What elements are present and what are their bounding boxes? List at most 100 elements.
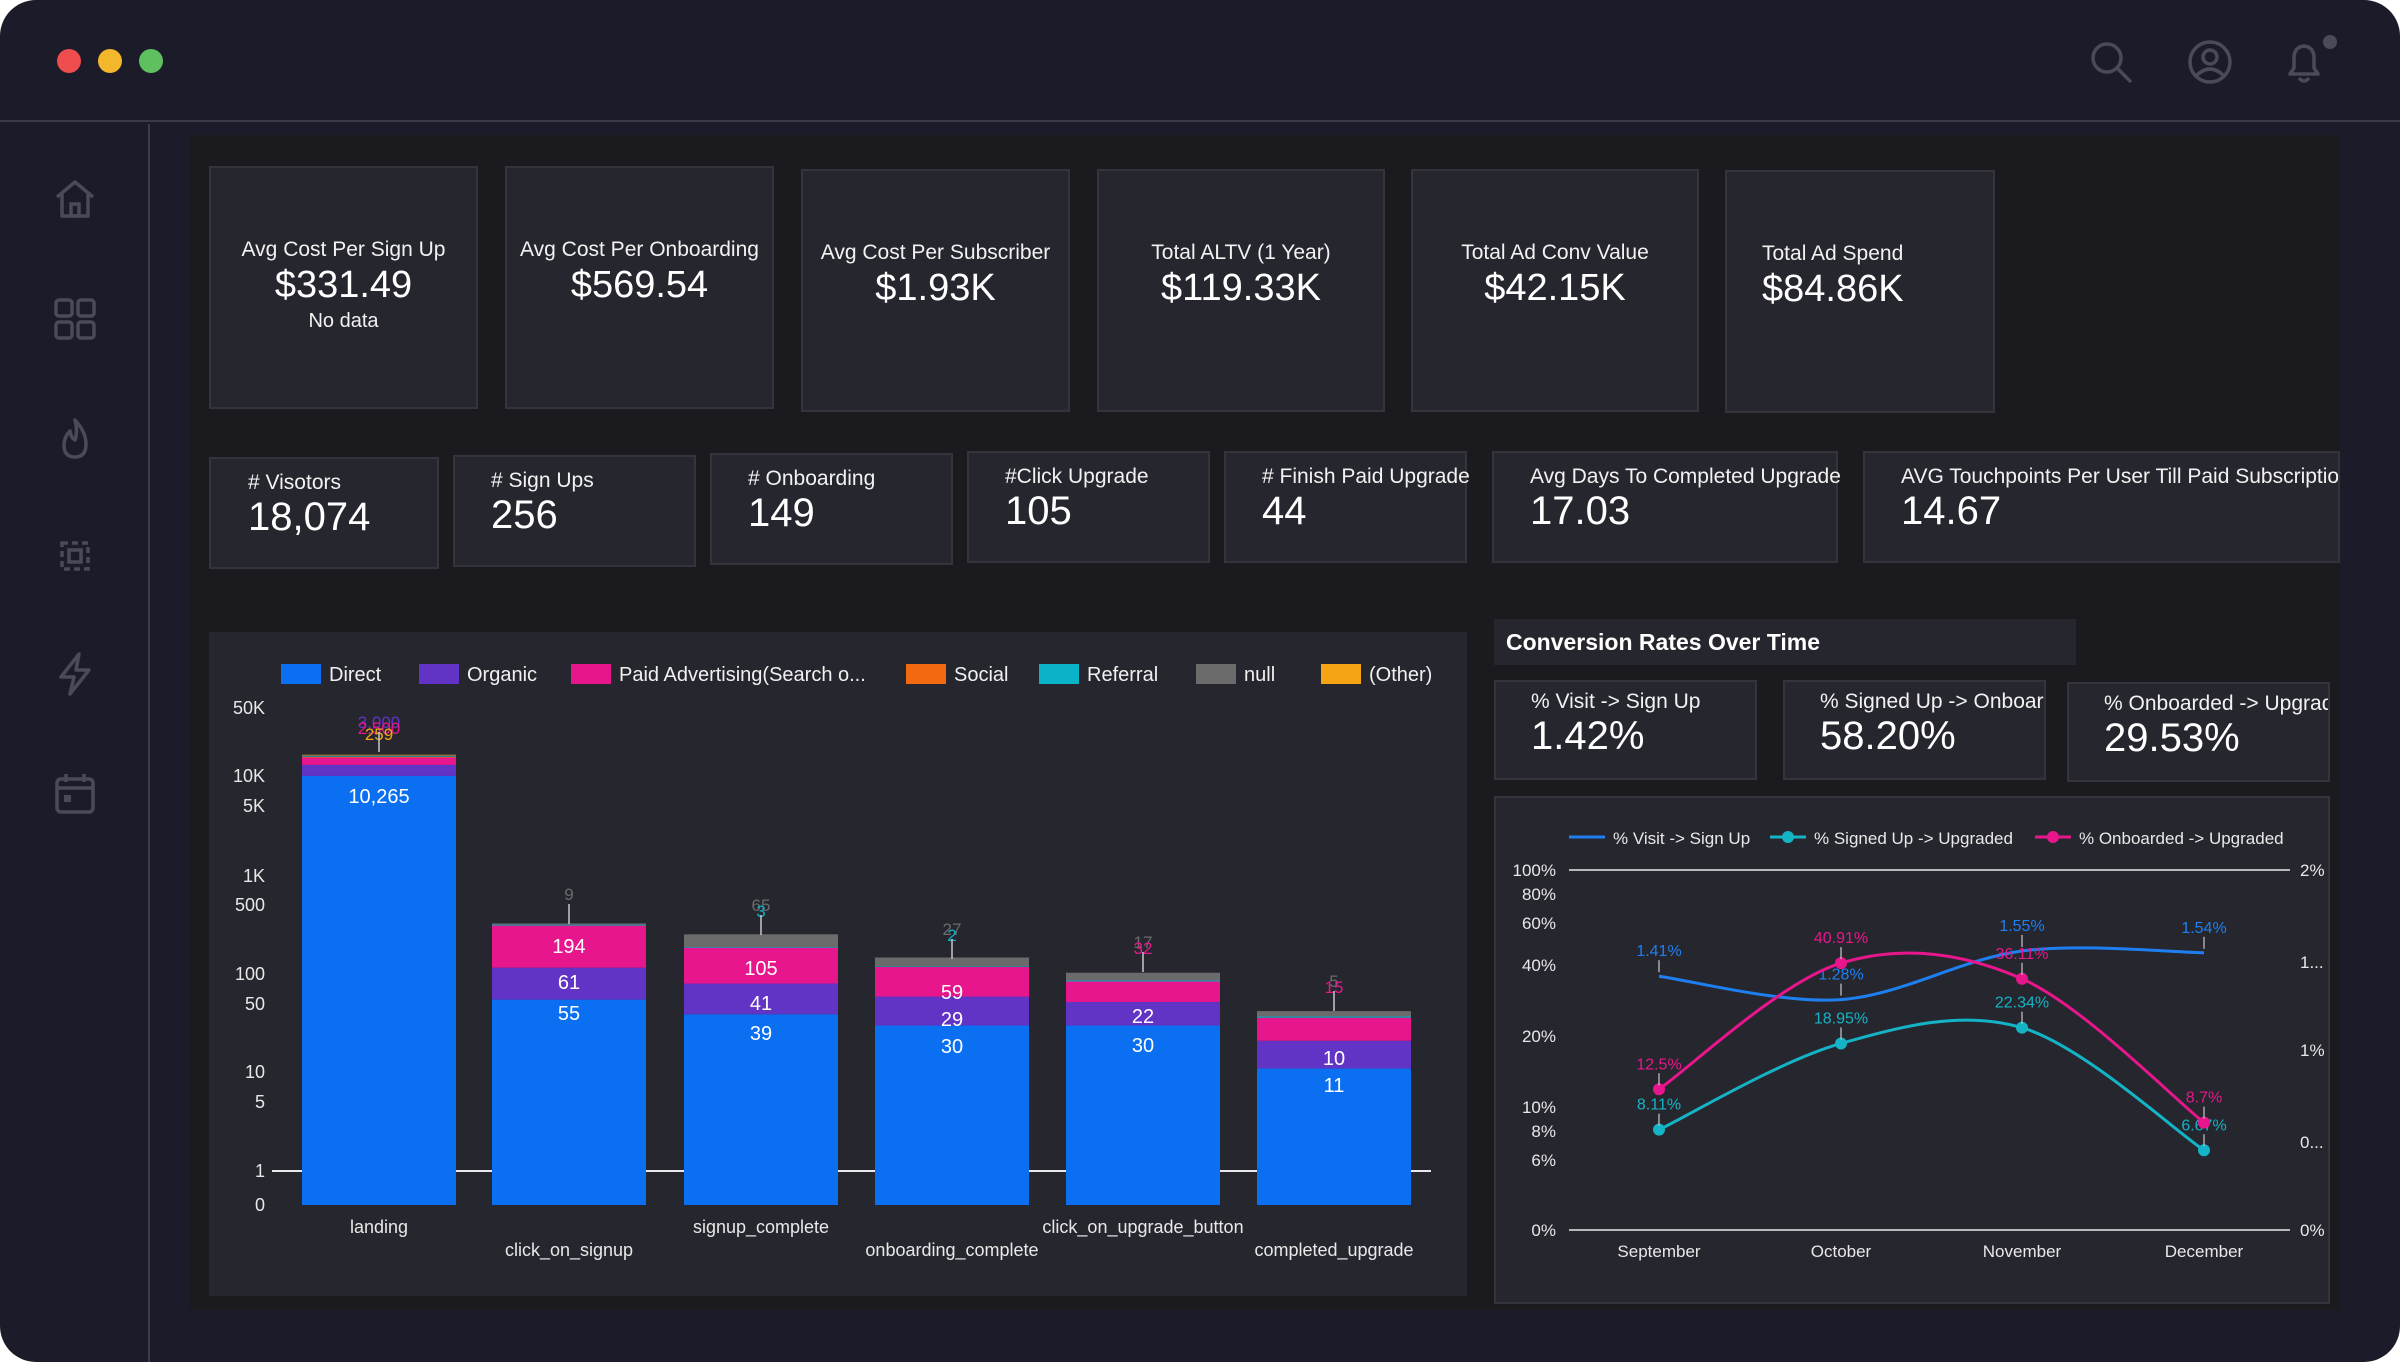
bar-segment--other-	[302, 754, 456, 756]
point-data-label: 22.34%	[1995, 995, 2049, 1012]
bar-segment-organic	[1066, 1001, 1220, 1026]
legend-item-organic[interactable]: Organic	[419, 664, 537, 687]
legend-swatch	[571, 664, 611, 684]
bar-data-label: 10,265	[348, 786, 409, 808]
x-category-label: click_on_signup	[505, 1240, 633, 1261]
bar-data-label: 17	[1134, 933, 1153, 952]
funnel-chart: 50K10K5K1K5001005010510landingclick_on_s…	[233, 698, 1431, 1261]
data-point	[1835, 1037, 1847, 1050]
kpi-card: Avg Cost Per Sign Up $331.49 No data	[209, 166, 478, 409]
metric-value: 149	[748, 491, 815, 535]
metric-card: # Visotors 18,074	[209, 457, 439, 569]
point-data-label: 1.54%	[2181, 920, 2226, 937]
bar-segment-null	[1066, 972, 1220, 981]
settings-icon[interactable]	[50, 531, 100, 581]
y-tick-label: 50K	[233, 698, 265, 718]
sidebar	[0, 124, 150, 1362]
bar-segment-organic	[1257, 1040, 1411, 1069]
bar-segment-null	[302, 755, 456, 757]
bar-data-label: 9	[564, 885, 573, 904]
y-axis-right-tick: 1...	[2300, 953, 2324, 972]
legend-swatch	[419, 664, 459, 684]
y-axis-left-tick: 60%	[1522, 914, 1556, 933]
maximize-window-button[interactable]	[139, 49, 163, 73]
bell-icon[interactable]	[2280, 38, 2328, 86]
conversion-label: % Signed Up -> Onboarded	[1820, 690, 2044, 713]
legend-item-paid-advertising[interactable]: Paid Advertising(Search o...	[571, 664, 866, 687]
flame-icon[interactable]	[50, 414, 100, 464]
x-category-label: onboarding_complete	[865, 1240, 1038, 1261]
metric-card: # Finish Paid Upgrade 44	[1224, 451, 1470, 563]
point-data-label: 40.91%	[1814, 930, 1868, 947]
funnel-legend: Direct Organic Paid Advertising(Search o…	[281, 664, 1461, 688]
legend-item-direct[interactable]: Direct	[281, 664, 381, 687]
data-point	[2198, 1144, 2210, 1157]
lightning-icon[interactable]	[50, 649, 100, 699]
bar-segment-referral	[875, 966, 1029, 967]
bar-data-label: 32	[1134, 939, 1153, 958]
bar-data-label: 105	[744, 958, 777, 980]
legend-item-referral[interactable]: Referral	[1039, 664, 1158, 687]
bar-data-label: 2	[947, 926, 956, 945]
y-tick-label: 1	[255, 1161, 265, 1181]
point-data-label: 8.7%	[2186, 1090, 2222, 1107]
bar-segment-referral	[302, 756, 456, 757]
y-tick-label: 500	[235, 895, 265, 915]
kpi-value: $1.93K	[875, 267, 996, 309]
bar-segment-direct	[684, 1014, 838, 1205]
bar-segment-referral	[492, 924, 646, 926]
x-axis-label: September	[1617, 1242, 1700, 1261]
minimize-window-button[interactable]	[98, 49, 122, 73]
x-category-label: completed_upgrade	[1254, 1240, 1413, 1261]
legend-swatch	[1321, 664, 1361, 684]
metric-label: #Click Upgrade	[1005, 465, 1149, 488]
close-window-button[interactable]	[57, 49, 81, 73]
bar-segment-organic	[875, 996, 1029, 1026]
kpi-label: Total Ad Conv Value	[1461, 241, 1649, 264]
point-data-label: 36.11%	[1995, 946, 2048, 963]
calendar-icon[interactable]	[50, 769, 100, 819]
conversion-line-chart: % Visit -> Sign Up % Signed Up -> Upgrade…	[1513, 829, 2325, 1261]
legend-label: Social	[954, 664, 1009, 686]
legend-swatch	[906, 664, 946, 684]
bar-segment-organic	[492, 967, 646, 1000]
bar-segment-paid-advertising-search-o-	[492, 925, 646, 968]
search-icon[interactable]	[2087, 38, 2135, 86]
legend-label: Referral	[1087, 664, 1159, 686]
metric-value: 14.67	[1901, 489, 2002, 533]
metric-label: # Finish Paid Upgrade	[1262, 465, 1470, 488]
home-icon[interactable]	[50, 174, 100, 224]
notification-badge	[2323, 35, 2337, 49]
y-axis-left-tick: 8%	[1531, 1122, 1556, 1141]
bar-segment-direct	[1257, 1068, 1411, 1205]
bar-data-label: 2,500	[358, 719, 401, 738]
legend-marker	[2047, 831, 2059, 843]
bar-segment-paid-advertising-search-o-	[1066, 981, 1220, 1002]
bar-data-label: 11	[1324, 1075, 1345, 1097]
legend-item-other[interactable]: (Other)	[1321, 664, 1432, 687]
bar-data-label: 29	[941, 1009, 963, 1031]
bar-segment-referral	[684, 946, 838, 948]
bar-data-label: 30	[941, 1036, 963, 1058]
bar-data-label: 27	[943, 920, 962, 939]
y-axis-left-tick: 0%	[1531, 1221, 1556, 1240]
legend-item-null[interactable]: null	[1196, 664, 1275, 687]
kpi-label: Total Ad Spend	[1762, 242, 1904, 265]
y-tick-label: 5K	[243, 796, 265, 816]
grid-icon[interactable]	[50, 294, 100, 344]
conversion-title: Conversion Rates Over Time	[1494, 619, 2076, 665]
kpi-label: Avg Cost Per Onboarding	[520, 238, 759, 261]
kpi-label: Avg Cost Per Subscriber	[820, 241, 1051, 264]
data-point	[2198, 1116, 2210, 1129]
metric-label: AVG Touchpoints Per User Till Paid Subsc…	[1901, 465, 2340, 488]
bar-data-label: 194	[552, 936, 585, 958]
user-icon[interactable]	[2186, 38, 2234, 86]
metric-value: 105	[1005, 489, 1072, 533]
legend-label: Organic	[467, 664, 538, 686]
y-tick-label: 1K	[243, 866, 265, 886]
legend-label: (Other)	[1369, 664, 1433, 686]
legend-item-social[interactable]: Social	[906, 664, 1008, 687]
y-axis-left-tick: 100%	[1513, 861, 1556, 880]
legend-label: % Onboarded -> Upgraded	[2079, 829, 2284, 848]
bar-segment-paid-advertising-search-o-	[875, 966, 1029, 997]
